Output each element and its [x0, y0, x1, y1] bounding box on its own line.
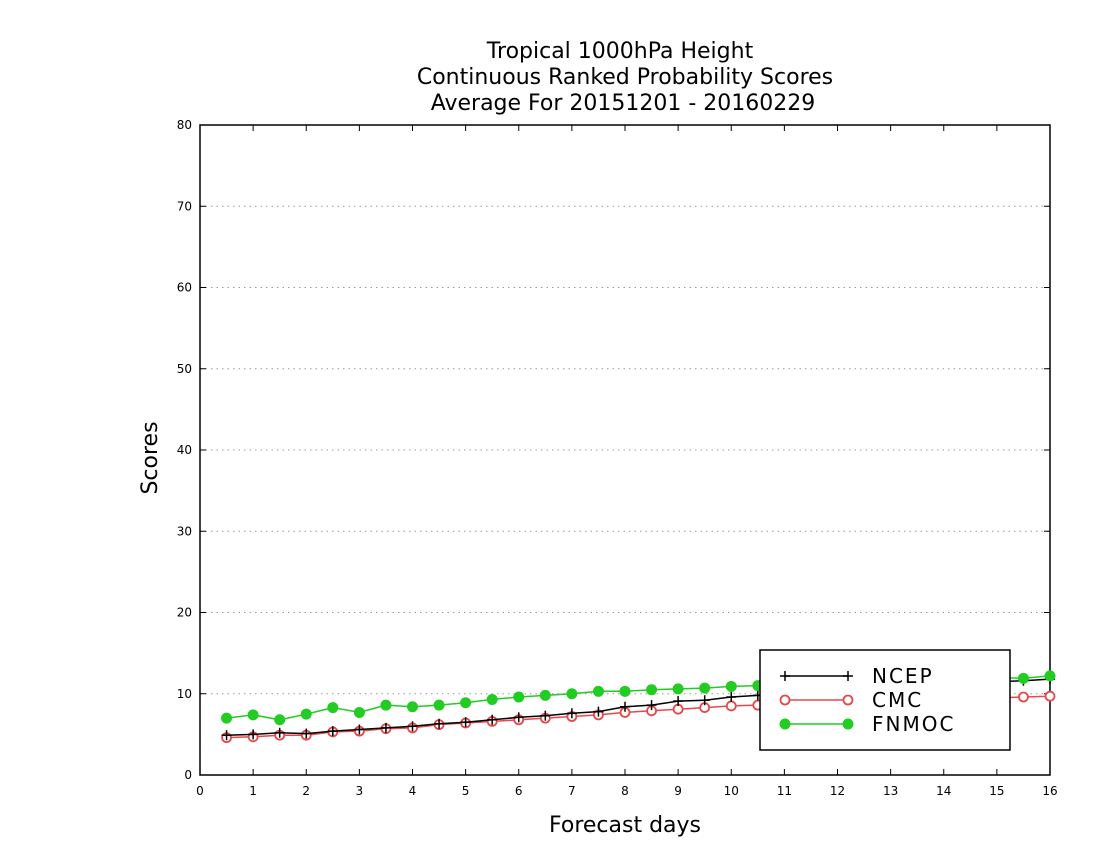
- x-tick-label: 4: [409, 784, 417, 798]
- point-ncep: [354, 724, 365, 735]
- legend-marker-fnmoc: [842, 718, 854, 730]
- grid: [200, 205, 1050, 695]
- point-fnmoc: [327, 702, 339, 714]
- point-cmc: [1018, 691, 1029, 703]
- y-tick-label: 0: [184, 768, 192, 782]
- point-ncep: [380, 722, 391, 733]
- legend-entry-ncep: NCEP: [780, 664, 934, 688]
- point-ncep: [699, 695, 710, 706]
- x-tick-label: 5: [462, 784, 470, 798]
- point-fnmoc: [672, 683, 684, 695]
- chart-title-line-1: Tropical 1000hPa Height: [486, 39, 754, 64]
- x-tick-label: 9: [674, 784, 682, 798]
- x-tick-label: 16: [1042, 784, 1057, 798]
- point-fnmoc: [407, 701, 418, 713]
- point-ncep: [540, 710, 551, 721]
- point-fnmoc: [274, 714, 286, 726]
- point-fnmoc: [619, 685, 631, 697]
- legend-marker-cmc: [779, 694, 791, 706]
- point-fnmoc: [725, 680, 737, 692]
- x-tick-label: 14: [936, 784, 951, 798]
- point-ncep: [301, 728, 312, 739]
- x-tick-label: 10: [724, 784, 739, 798]
- point-fnmoc: [592, 685, 604, 697]
- x-tick-label: 13: [883, 784, 898, 798]
- legend-label-cmc: CMC: [872, 688, 923, 712]
- legend-marker-ncep: [843, 671, 853, 681]
- point-ncep: [407, 721, 418, 732]
- point-fnmoc: [646, 684, 658, 696]
- chart-title-line-3: Average For 20151201 - 20160229: [431, 91, 816, 116]
- chart-title-line-2: Continuous Ranked Probability Scores: [417, 65, 833, 90]
- point-ncep: [274, 727, 285, 738]
- y-tick-label: 80: [177, 118, 192, 132]
- point-ncep: [460, 717, 471, 728]
- y-tick-label: 60: [177, 281, 192, 295]
- point-ncep: [593, 706, 604, 717]
- legend-marker-fnmoc: [779, 718, 791, 730]
- point-ncep: [221, 730, 232, 741]
- legend-label-ncep: NCEP: [872, 664, 934, 688]
- point-ncep: [566, 708, 577, 719]
- point-cmc: [725, 700, 737, 712]
- point-fnmoc: [353, 706, 365, 718]
- y-tick-label: 50: [177, 362, 192, 376]
- point-ncep: [248, 729, 259, 740]
- point-fnmoc: [380, 699, 392, 711]
- y-tick-label: 10: [177, 687, 192, 701]
- point-fnmoc: [247, 709, 259, 721]
- point-ncep: [487, 714, 498, 725]
- x-tick-label: 2: [302, 784, 310, 798]
- point-fnmoc: [221, 712, 233, 724]
- point-cmc: [1044, 690, 1056, 702]
- point-ncep: [726, 692, 737, 702]
- point-fnmoc: [566, 688, 578, 700]
- x-tick-label: 12: [830, 784, 845, 798]
- legend-entry-cmc: CMC: [779, 688, 923, 712]
- legend-label-fnmoc: FNMOC: [872, 712, 955, 736]
- y-tick-label: 20: [177, 606, 192, 620]
- point-ncep: [646, 700, 657, 711]
- legend-marker-ncep: [780, 671, 790, 681]
- point-fnmoc: [1017, 672, 1029, 684]
- point-fnmoc: [433, 699, 445, 711]
- y-tick-label: 30: [177, 524, 192, 538]
- point-fnmoc: [539, 689, 551, 701]
- x-tick-label: 0: [196, 784, 204, 798]
- point-ncep: [620, 701, 630, 712]
- legend-marker-cmc: [842, 694, 854, 706]
- x-tick-label: 8: [621, 784, 629, 798]
- x-tick-label: 3: [356, 784, 364, 798]
- point-fnmoc: [513, 691, 525, 703]
- x-axis-label: Forecast days: [549, 813, 701, 838]
- x-tick-label: 11: [777, 784, 792, 798]
- y-axis-label: Scores: [138, 421, 163, 494]
- y-tick-label: 40: [177, 443, 192, 457]
- x-tick-label: 1: [249, 784, 257, 798]
- x-tick-label: 15: [989, 784, 1004, 798]
- x-tick-label: 7: [568, 784, 576, 798]
- legend-entry-fnmoc: FNMOC: [779, 712, 955, 736]
- point-fnmoc: [486, 693, 498, 705]
- point-ncep: [327, 726, 338, 737]
- point-fnmoc: [699, 682, 711, 694]
- x-tick-label: 6: [515, 784, 523, 798]
- point-ncep: [434, 718, 445, 729]
- chart-title: Tropical 1000hPa Height Continuous Ranke…: [417, 39, 833, 116]
- point-ncep: [673, 696, 684, 707]
- point-fnmoc: [460, 697, 472, 709]
- point-fnmoc: [300, 708, 312, 720]
- point-fnmoc: [1044, 670, 1056, 682]
- point-ncep: [513, 712, 524, 723]
- y-tick-label: 70: [177, 199, 192, 213]
